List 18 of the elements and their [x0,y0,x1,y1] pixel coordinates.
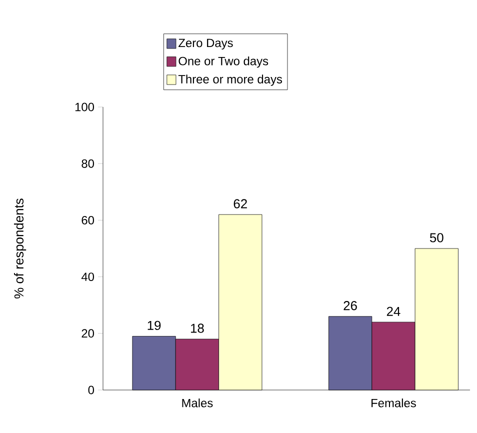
x-tick-label: Females [372,398,416,408]
y-axis-title: % of respondents [14,198,26,298]
x-tick-label: Males [182,398,213,408]
data-label: 18 [190,324,204,333]
legend-label: Three or more days [178,74,282,86]
data-label: 50 [430,233,444,242]
y-tick-label: 80 [82,159,94,168]
data-label: 24 [386,306,400,316]
y-tick-label: 40 [81,272,94,282]
data-label: 19 [148,320,161,330]
data-label: 62 [234,199,247,208]
legend-label: Zero Days [178,38,233,50]
y-tick-label: 20 [82,329,94,338]
data-label: 26 [344,301,357,310]
y-tick-label: 0 [88,386,94,394]
legend-label: One or Two days [178,56,268,68]
y-tick-label: 60 [82,216,94,224]
y-tick-label: 100 [75,102,94,112]
